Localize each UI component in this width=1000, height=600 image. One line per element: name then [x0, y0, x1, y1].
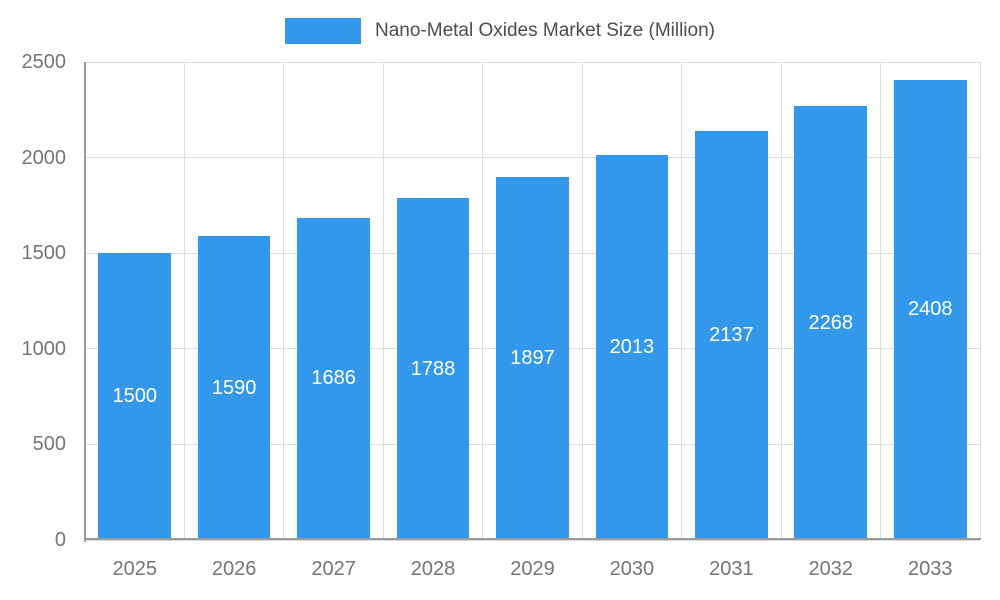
- bar-2030: 2013: [595, 155, 669, 540]
- bar-2032: 2268: [794, 106, 868, 540]
- bar-2028: 1788: [396, 198, 470, 540]
- bar-slot: 2268: [781, 62, 880, 540]
- bar-value-label: 1788: [410, 357, 456, 380]
- x-axis-tick-label: 2028: [410, 558, 456, 580]
- vertical-gridline: [780, 62, 782, 540]
- bar-slot: 2013: [582, 62, 681, 540]
- horizontal-gridline: [85, 157, 980, 159]
- vertical-gridline: [581, 62, 583, 540]
- y-axis-line: [84, 62, 86, 542]
- legend: Nano-Metal Oxides Market Size (Million): [0, 16, 1000, 46]
- vertical-gridline: [283, 62, 285, 540]
- bar-slot: 1686: [284, 62, 383, 540]
- y-axis-tick-label: 1500: [21, 242, 67, 265]
- x-axis-tick-label: 2027: [311, 558, 356, 580]
- bar-2033: 2408: [893, 79, 967, 540]
- bar-2027: 1686: [297, 217, 370, 540]
- bar-slot: 1500: [85, 62, 184, 540]
- bar-slot: 2137: [682, 62, 781, 540]
- x-axis: 2025 2026 2027 2028 2029 2030 2031 2032 2033: [85, 558, 980, 581]
- y-axis-tick-label: 2000: [21, 146, 67, 169]
- bars-container: 1500 1590 1686 1788 1897 2013 2137 2268 2408: [85, 62, 980, 540]
- horizontal-gridline: [85, 61, 980, 63]
- vertical-gridline: [183, 62, 185, 540]
- bar-value-label: 1590: [211, 376, 257, 399]
- vertical-gridline: [979, 62, 981, 540]
- vertical-gridline: [880, 62, 882, 540]
- vertical-gridline: [482, 62, 484, 540]
- x-axis-tick-label: 2030: [609, 558, 655, 580]
- y-axis-tick-label: 2500: [21, 51, 67, 73]
- bar-value-label: 2408: [907, 298, 953, 321]
- y-axis-tick-label: 500: [32, 433, 66, 456]
- bar-slot: 1897: [483, 62, 582, 540]
- x-axis-tick-label: 2031: [709, 558, 754, 580]
- y-axis-tick-label: 1000: [21, 337, 67, 360]
- vertical-gridline: [382, 62, 384, 540]
- vertical-gridline: [681, 62, 683, 540]
- x-axis-tick-label: 2025: [112, 558, 157, 580]
- bar-value-label: 1500: [112, 385, 157, 408]
- bar-2031: 2137: [695, 131, 768, 540]
- plot-area: 1500 1590 1686 1788 1897 2013 2137 2268 2408: [84, 61, 981, 541]
- y-axis-tick-label: 0: [54, 529, 66, 551]
- y-axis: 0 500 1000 1500 2000 2500: [0, 52, 74, 550]
- bar-slot: 1590: [184, 62, 283, 540]
- bar-value-label: 1686: [311, 367, 356, 390]
- legend-label: Nano-Metal Oxides Market Size (Million): [375, 20, 715, 41]
- bar-value-label: 2268: [808, 311, 854, 334]
- bar-2026: 1590: [197, 236, 271, 540]
- x-axis-tick-label: 2026: [211, 558, 257, 580]
- bar-value-label: 2137: [709, 324, 754, 347]
- bar-2029: 1897: [496, 177, 569, 540]
- bar-value-label: 2013: [609, 336, 655, 359]
- horizontal-gridline: [85, 539, 980, 541]
- x-axis-tick-label: 2033: [907, 558, 953, 580]
- bar-value-label: 1897: [510, 347, 555, 370]
- x-axis-line: [84, 538, 981, 540]
- bar-slot: 2408: [881, 62, 980, 540]
- x-axis-tick-label: 2029: [510, 558, 555, 580]
- x-axis-tick-label: 2032: [808, 558, 854, 580]
- bar-2025: 1500: [98, 253, 171, 540]
- bar-slot: 1788: [383, 62, 482, 540]
- legend-swatch: [285, 18, 361, 44]
